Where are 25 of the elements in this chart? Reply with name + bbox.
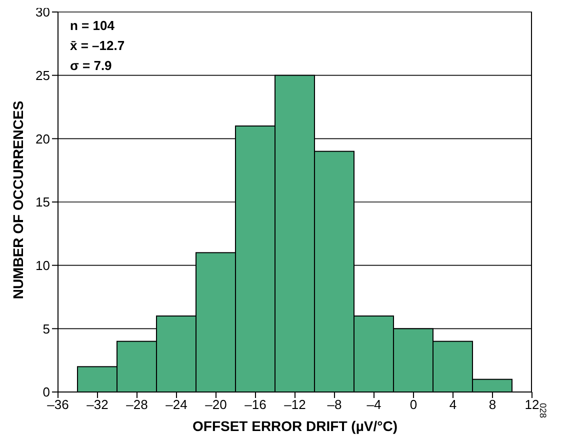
y-tick-label: 15 [36, 194, 50, 210]
x-tick-label: –32 [86, 397, 108, 412]
x-tick-label: –20 [205, 397, 227, 412]
x-tick-label: –12 [284, 397, 306, 412]
x-tick-label: –4 [366, 397, 382, 412]
text: 028 [538, 403, 548, 418]
y-tick-label: 25 [36, 68, 50, 83]
x-tick-label: –16 [244, 397, 266, 412]
x-tick-label: 12 [524, 397, 540, 412]
y-tick-label: 20 [36, 131, 50, 146]
annotation: σ = 7.9 [70, 57, 113, 75]
x-tick-label: –36 [47, 397, 69, 412]
x-tick-label: 8 [488, 397, 496, 412]
x-tick-label: 4 [449, 397, 457, 412]
x-tick-label: –24 [166, 397, 188, 412]
y-tick-label: 10 [36, 258, 50, 273]
x-tick-label: –8 [327, 397, 342, 412]
y-tick-label: 0 [42, 384, 50, 400]
x-tick-label: 0 [410, 397, 418, 412]
annotation: n = 104 [70, 17, 116, 35]
x-tick-label: –28 [126, 397, 148, 412]
x-axis-title: OFFSET ERROR DRIFT (µV/°C) [192, 418, 398, 434]
y-axis-title: NUMBER OF OCCURRENCES [10, 100, 26, 300]
y-tick-label: 5 [42, 321, 50, 336]
annotation: x̄ = –12.7 [70, 37, 125, 55]
